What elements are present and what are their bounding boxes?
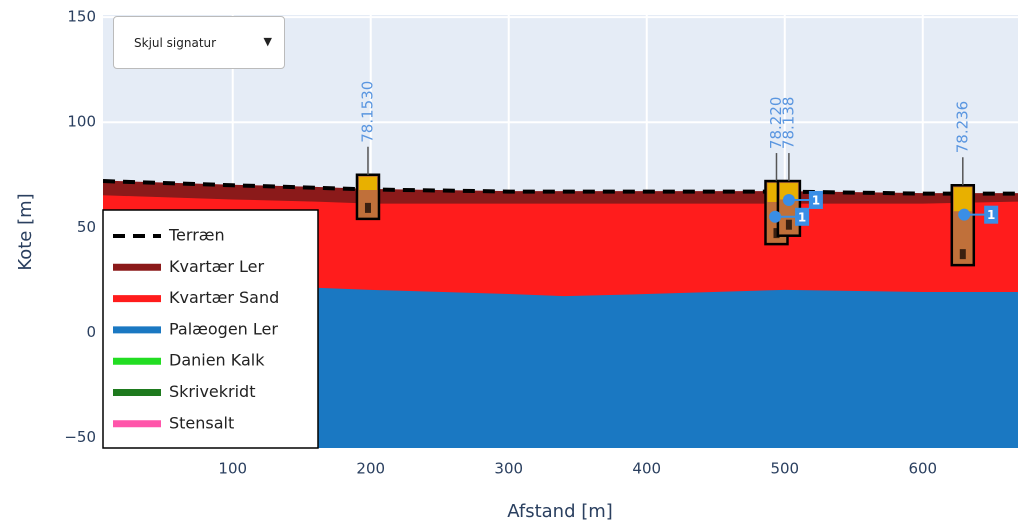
x-tick-label: 100 <box>218 460 247 478</box>
borehole-top <box>358 176 377 190</box>
legend-label: Kvartær Sand <box>169 288 279 307</box>
borehole-top <box>779 183 798 200</box>
x-tick-label: 500 <box>770 460 799 478</box>
x-tick-label: 600 <box>908 460 937 478</box>
water-label: 1 <box>798 210 806 224</box>
borehole-top <box>953 187 972 212</box>
legend-label: Terræn <box>168 226 225 245</box>
y-tick-label: 150 <box>67 8 96 26</box>
water-level <box>769 210 782 223</box>
water-level <box>782 193 795 206</box>
x-axis-title: Afstand [m] <box>507 501 613 522</box>
y-tick-label: 100 <box>67 113 96 131</box>
x-tick-label: 200 <box>356 460 385 478</box>
water-level <box>958 208 971 221</box>
dropdown-label: Skjul signatur <box>134 36 217 50</box>
water-badge <box>795 207 810 226</box>
x-tick-label: 400 <box>632 460 661 478</box>
legend-label: Stensalt <box>169 413 234 432</box>
water-badge <box>984 205 999 224</box>
borehole-label: 78.236 <box>953 101 971 154</box>
dropdown[interactable]: Skjul signatur ▼ <box>113 16 285 69</box>
water-label: 1 <box>987 208 995 222</box>
y-axis-title: Kote [m] <box>15 193 36 270</box>
borehole-label: 78.220 <box>767 97 785 150</box>
legend-label: Skrivekridt <box>169 382 255 401</box>
water-label: 1 <box>812 193 820 207</box>
x-tick-label: 300 <box>494 460 523 478</box>
borehole-label: 78.1530 <box>358 81 376 143</box>
water-badge <box>808 190 823 209</box>
legend-label: Danien Kalk <box>169 351 265 370</box>
legend-label: Kvartær Ler <box>169 257 264 276</box>
y-tick-label: −50 <box>64 428 96 446</box>
borehole-core <box>773 228 780 239</box>
y-tick-label: 0 <box>86 323 96 341</box>
borehole-core <box>785 219 792 230</box>
dropdown-arrow: ▼ <box>263 35 272 48</box>
borehole-core <box>959 249 966 260</box>
legend-label: Palæogen Ler <box>169 319 278 338</box>
y-tick-label: 50 <box>77 218 96 236</box>
borehole-label: 78.138 <box>779 97 797 150</box>
borehole-core <box>364 202 371 213</box>
